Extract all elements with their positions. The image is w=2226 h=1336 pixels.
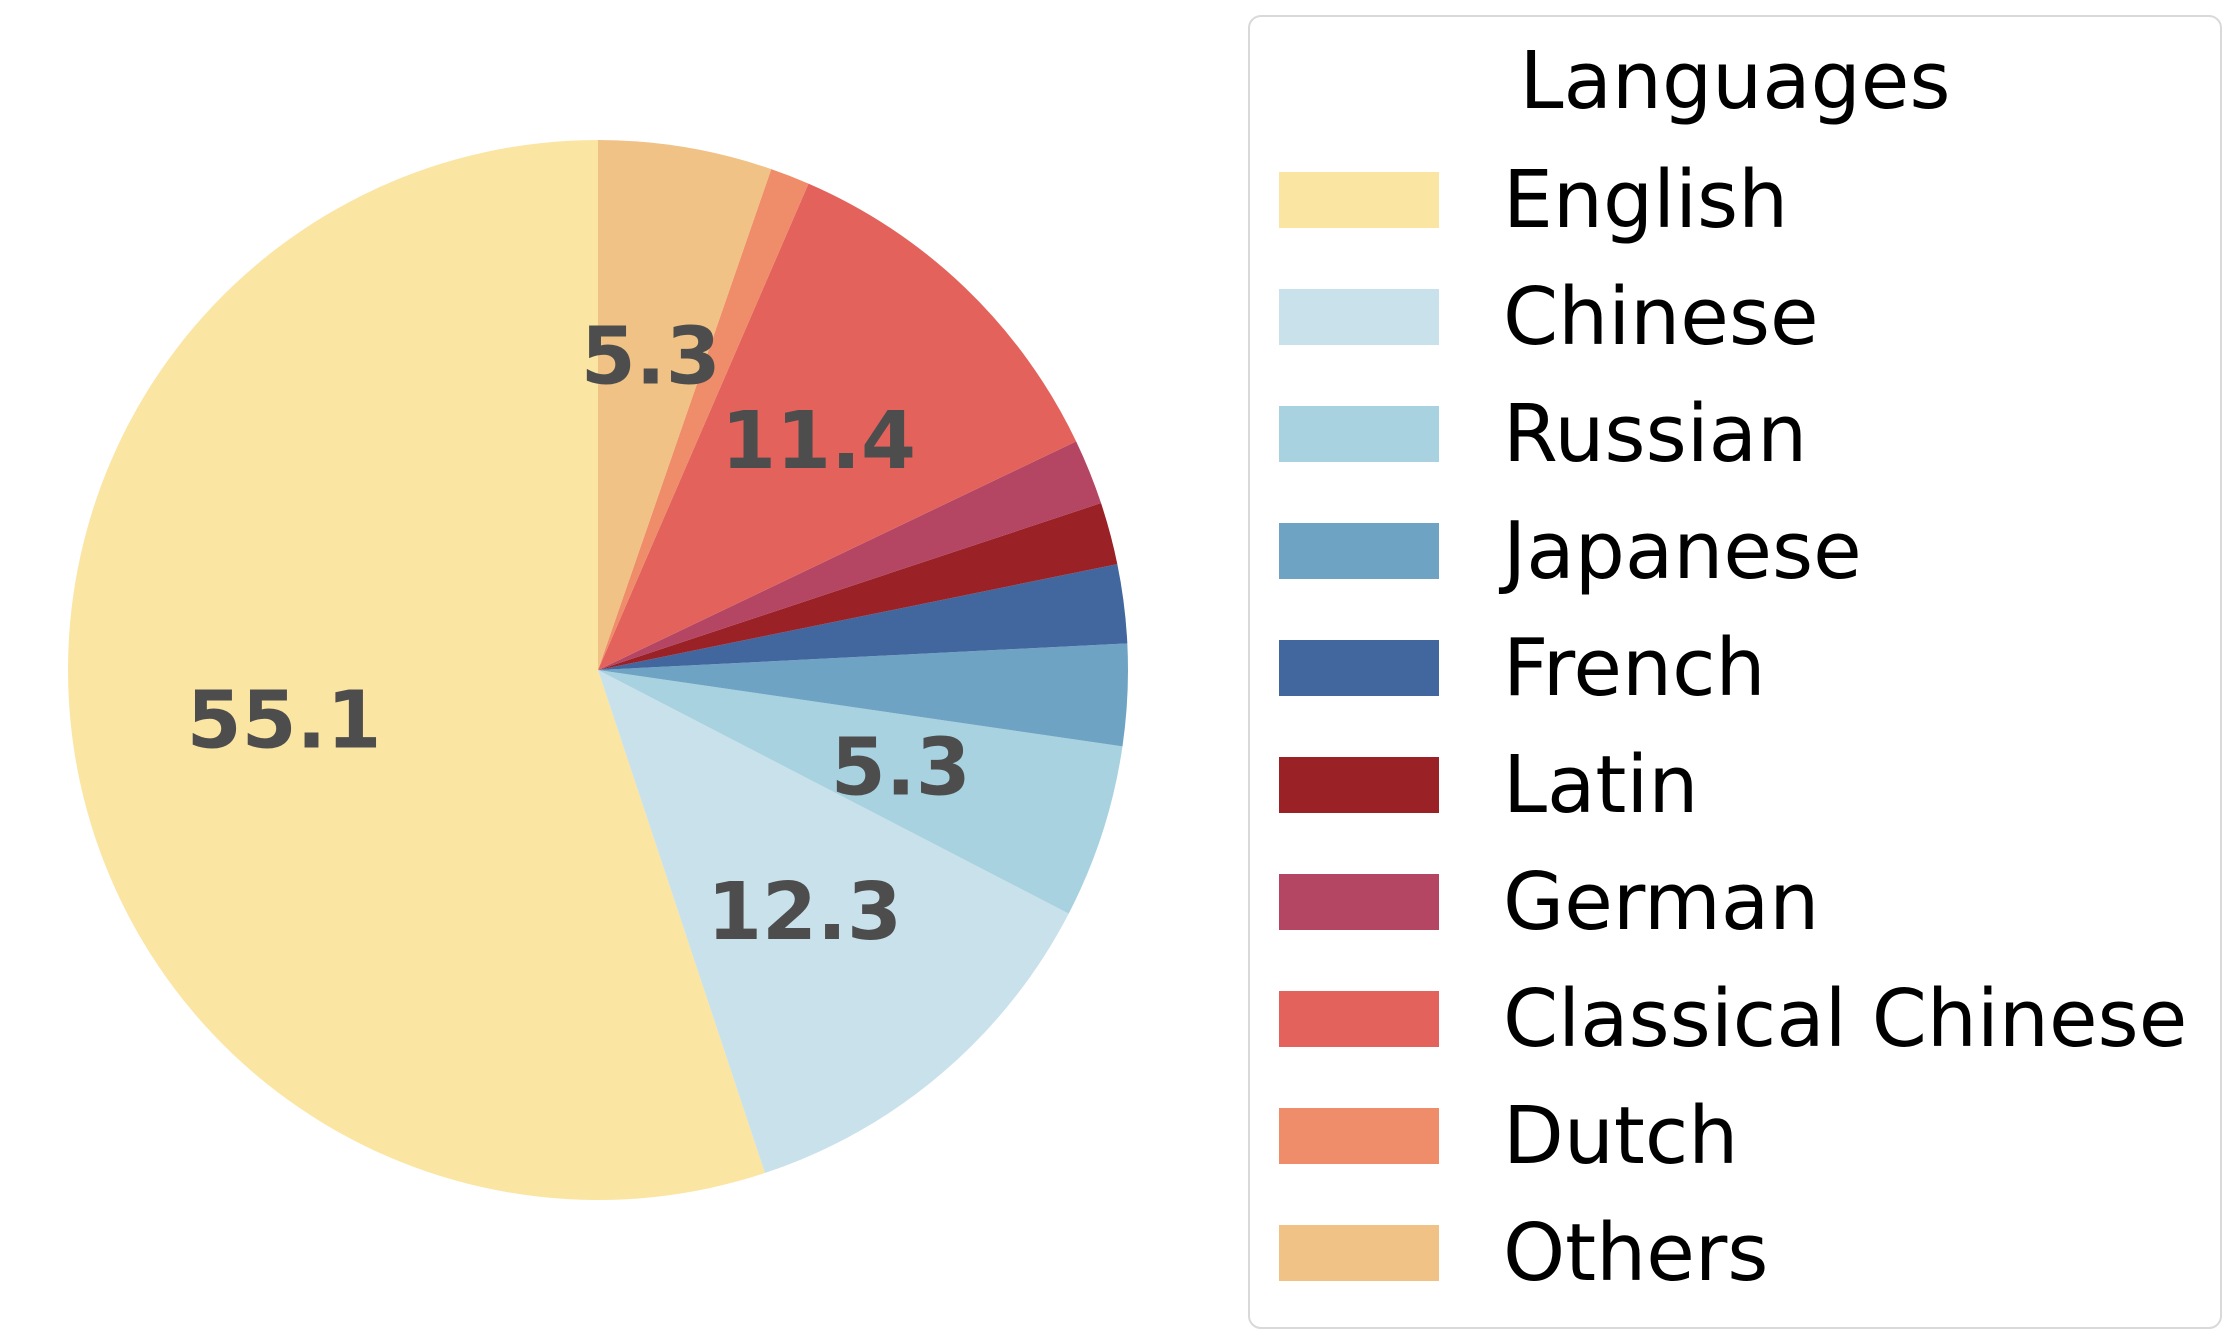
legend-swatch-german	[1279, 874, 1439, 930]
slice-value-label-russian: 5.3	[831, 721, 971, 813]
legend-swatch-others	[1279, 1225, 1439, 1281]
legend-swatch-japanese	[1279, 523, 1439, 579]
legend-label-german: German	[1503, 856, 1819, 948]
legend-label-dutch: Dutch	[1503, 1090, 1738, 1182]
legend-swatch-classical-chinese	[1279, 991, 1439, 1047]
legend-swatch-chinese	[1279, 289, 1439, 345]
pie-slices	[68, 140, 1128, 1200]
legend-swatch-latin	[1279, 757, 1439, 813]
slice-value-label-english: 55.1	[187, 675, 382, 767]
legend-label-french: French	[1503, 622, 1766, 714]
slice-value-label-others: 5.3	[581, 310, 721, 402]
legend-swatch-russian	[1279, 406, 1439, 462]
legend-label-latin: Latin	[1503, 739, 1698, 831]
legend-swatch-english	[1279, 172, 1439, 228]
slice-value-label-chinese: 12.3	[707, 866, 902, 958]
legend: Languages English Chinese Russian Japanese F…	[1249, 16, 2221, 1328]
legend-label-others: Others	[1503, 1207, 1768, 1299]
legend-label-english: English	[1503, 154, 1788, 246]
legend-label-classical-chinese: Classical Chinese	[1503, 973, 2187, 1065]
legend-label-japanese: Japanese	[1498, 505, 1862, 597]
legend-swatch-french	[1279, 640, 1439, 696]
legend-swatch-dutch	[1279, 1108, 1439, 1164]
slice-value-label-classical-chinese: 11.4	[721, 395, 916, 487]
legend-label-russian: Russian	[1503, 388, 1807, 480]
legend-title: Languages	[1519, 35, 1950, 127]
legend-label-chinese: Chinese	[1503, 271, 1819, 363]
